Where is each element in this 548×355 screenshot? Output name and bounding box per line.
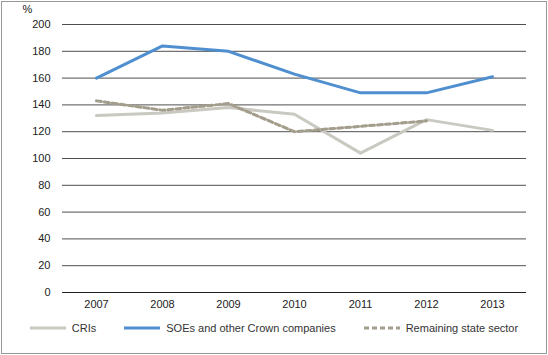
svg-text:2007: 2007 (84, 298, 108, 310)
svg-text:2012: 2012 (414, 298, 438, 310)
html-text:CRIs: CRIs (71, 322, 97, 334)
svg-text:120: 120 (32, 125, 50, 137)
svg-text:%: % (23, 3, 33, 15)
svg-text:2010: 2010 (282, 298, 306, 310)
html-text:SOEs and other Crown companies: SOEs and other Crown companies (166, 322, 336, 334)
svg-text:140: 140 (32, 98, 50, 110)
svg-text:2008: 2008 (150, 298, 174, 310)
svg-text:20: 20 (38, 259, 50, 271)
svg-text:100: 100 (32, 152, 50, 164)
svg-text:180: 180 (32, 45, 50, 57)
svg-text:2009: 2009 (216, 298, 240, 310)
svg-text:2013: 2013 (480, 298, 504, 310)
svg-text:160: 160 (32, 72, 50, 84)
svg-text:60: 60 (38, 206, 50, 218)
svg-text:0: 0 (44, 286, 50, 298)
svg-text:80: 80 (38, 179, 50, 191)
svg-text:40: 40 (38, 232, 50, 244)
svg-text:2011: 2011 (349, 298, 373, 310)
svg-text:200: 200 (32, 18, 50, 30)
html-text:Remaining state sector: Remaining state sector (405, 322, 519, 334)
